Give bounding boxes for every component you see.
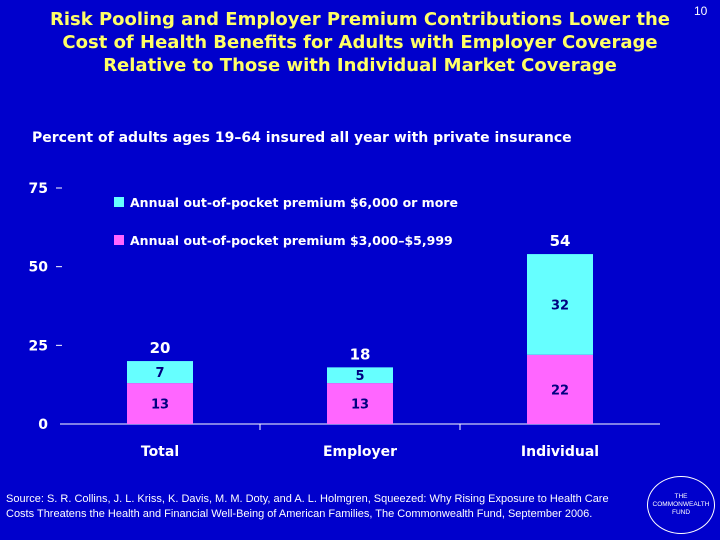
title-line-2: Cost of Health Benefits for Adults with … bbox=[62, 32, 658, 53]
legend-swatch bbox=[114, 235, 124, 245]
bar-segment-pink bbox=[127, 383, 193, 424]
bar-total-label: 20 bbox=[150, 339, 171, 357]
x-category-label: Total bbox=[141, 444, 179, 460]
bar-segment-cyan bbox=[527, 254, 593, 355]
bar-value-label: 7 bbox=[155, 366, 164, 381]
y-tick-label: 75 bbox=[29, 181, 48, 197]
legend-swatch bbox=[114, 197, 124, 207]
legend-label: Annual out-of-pocket premium $3,000–$5,9… bbox=[130, 233, 453, 248]
commonwealth-fund-logo: THE COMMONWEALTH FUND bbox=[647, 476, 715, 534]
bar-value-label: 13 bbox=[351, 398, 369, 413]
x-category-label: Employer bbox=[323, 444, 397, 460]
source-note: Source: S. R. Collins, J. L. Kriss, K. D… bbox=[6, 493, 609, 520]
bar-segment-pink bbox=[327, 383, 393, 424]
y-tick-label: 0 bbox=[38, 417, 48, 433]
bar-segment-pink bbox=[527, 354, 593, 424]
y-tick-label: 25 bbox=[29, 338, 48, 354]
bar-total-label: 54 bbox=[550, 232, 571, 250]
logo-text: THE COMMONWEALTH FUND bbox=[652, 493, 710, 516]
x-category-label: Individual bbox=[521, 444, 599, 460]
y-tick-label: 50 bbox=[29, 260, 49, 276]
slide-title: Risk Pooling and Employer Premium Contri… bbox=[0, 8, 720, 77]
chart-subtitle: Percent of adults ages 19–64 insured all… bbox=[32, 130, 572, 146]
title-line-3: Relative to Those with Individual Market… bbox=[103, 55, 617, 76]
bar-segment-cyan bbox=[127, 361, 193, 384]
bar-segment-cyan bbox=[327, 367, 393, 384]
title-line-1: Risk Pooling and Employer Premium Contri… bbox=[49, 9, 671, 30]
bar-value-label: 13 bbox=[151, 398, 169, 413]
bar-value-label: 22 bbox=[551, 383, 569, 398]
stacked-bar-chart: 0 25 50 75 13 7 20 Total 13 5 18 Employer 22 32 54 Indi… bbox=[29, 181, 660, 460]
bar-total-label: 18 bbox=[350, 345, 371, 363]
bar-value-label: 5 bbox=[355, 369, 364, 384]
legend-label: Annual out-of-pocket premium $6,000 or m… bbox=[130, 195, 458, 210]
bar-value-label: 32 bbox=[551, 298, 569, 313]
slide-number: 10 bbox=[694, 4, 708, 18]
